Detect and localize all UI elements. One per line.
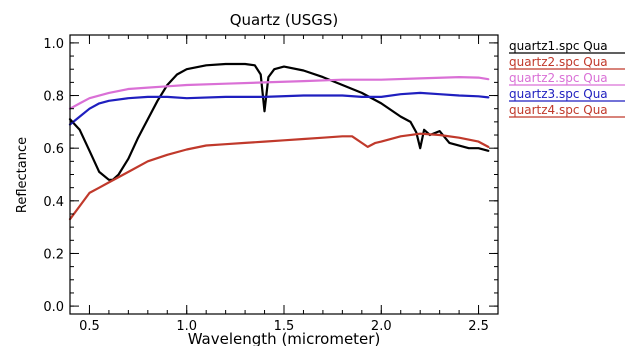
x-tick-label: 1.5 [274, 319, 295, 334]
x-tick-label: 0.5 [79, 319, 100, 334]
y-tick-label: 1.0 [43, 37, 64, 52]
x-axis: 0.5 1.0 1.5 2.0 2.5 [69, 35, 499, 334]
legend-label: quartz2.spc Qua [509, 71, 608, 85]
series-line-2 [68, 132, 490, 221]
series-line-3 [68, 76, 490, 110]
series-line-1 [68, 62, 490, 181]
y-tick-label: 0.6 [43, 142, 64, 157]
legend-label: quartz4.spc Qua [509, 103, 608, 117]
chart-title: Quartz (USGS) [230, 11, 339, 29]
series-line-4 [68, 91, 490, 126]
legend: quartz1.spc Qua quartz2.spc Qua quartz2.sp… [509, 39, 625, 118]
y-axis: 0.0 0.2 0.4 0.6 0.8 1.0 [43, 37, 498, 315]
y-tick-label: 0.0 [43, 300, 64, 315]
y-tick-label: 0.2 [43, 247, 64, 262]
y-axis-label: Reflectance [15, 137, 30, 213]
legend-label: quartz2.spc Qua [509, 55, 608, 69]
legend-label: quartz3.spc Qua [509, 87, 608, 101]
x-axis-label: Wavelength (micrometer) [188, 330, 381, 346]
plot-series [68, 62, 490, 221]
x-tick-label: 1.0 [176, 319, 197, 334]
x-tick-label: 2.0 [371, 319, 392, 334]
y-tick-label: 0.8 [43, 90, 64, 105]
legend-label: quartz1.spc Qua [509, 39, 608, 53]
y-tick-label: 0.4 [43, 195, 64, 210]
x-tick-label: 2.5 [468, 319, 489, 334]
